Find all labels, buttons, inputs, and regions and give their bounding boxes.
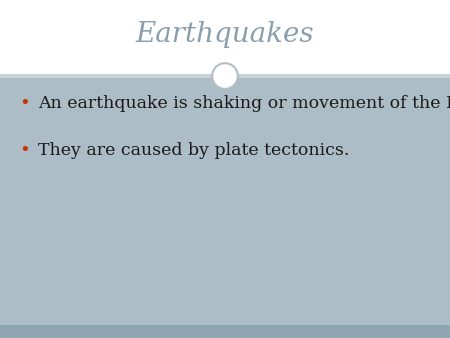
Bar [0,0,450,76]
Text: •: • [19,94,30,112]
Bar [0,76,450,325]
Text: •: • [19,141,30,160]
Bar [0,325,450,338]
Bar [0,74,450,78]
Ellipse shape [212,63,238,89]
Text: Earthquakes: Earthquakes [136,21,314,48]
Text: An earthquake is shaking or movement of the Earth.: An earthquake is shaking or movement of … [38,95,450,112]
Text: They are caused by plate tectonics.: They are caused by plate tectonics. [38,142,350,159]
